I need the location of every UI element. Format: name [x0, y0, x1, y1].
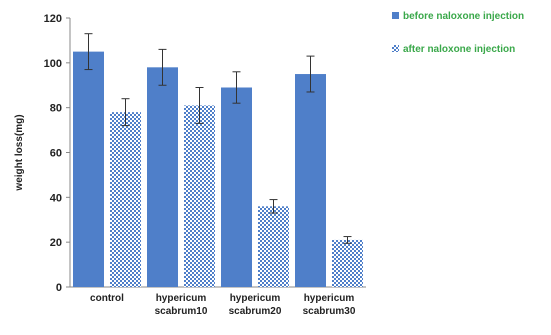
bar-after — [258, 206, 289, 287]
bar-before — [73, 51, 104, 287]
y-tick-label: 80 — [50, 103, 62, 115]
x-category-label: scabrum30 — [303, 306, 356, 317]
bars — [73, 51, 363, 288]
x-category-label: hypericum — [230, 293, 281, 304]
bar-before — [295, 74, 326, 288]
bar-before — [147, 67, 178, 287]
x-category-label: hypericum — [156, 293, 207, 304]
bar-before — [221, 87, 252, 287]
y-tick-label: 20 — [50, 237, 62, 249]
legend-swatch-before — [392, 12, 399, 19]
legend-item-after: after naloxone injection — [392, 43, 550, 56]
legend-label-before: before naloxone injection — [403, 11, 525, 22]
y-tick-label: 120 — [44, 13, 62, 25]
x-category-label: hypericum — [304, 293, 355, 304]
y-tick-label: 100 — [44, 58, 62, 70]
x-category-labels: control hypericum scabrum10 hypericum scabru… — [90, 293, 356, 317]
bar-after — [184, 105, 215, 287]
y-tick-label: 40 — [50, 192, 62, 204]
legend-item-before: before naloxone injection — [392, 10, 550, 23]
y-tick-label: 0 — [56, 282, 62, 294]
bar-after — [110, 112, 141, 288]
x-category-label: scabrum10 — [155, 306, 208, 317]
legend-label-after: after naloxone injection — [403, 44, 516, 55]
legend: before naloxone injection after naloxone… — [392, 10, 550, 76]
y-tick-label: 60 — [50, 148, 62, 160]
y-axis-label: weight loss(mg) — [14, 114, 25, 191]
x-category-label: scabrum20 — [229, 306, 282, 317]
y-tick-labels: 0 20 40 60 80 100 120 — [44, 13, 62, 294]
error-bars — [84, 33, 352, 244]
x-category-label: control — [90, 293, 124, 304]
legend-swatch-after — [392, 45, 399, 52]
bar-after — [332, 239, 363, 287]
